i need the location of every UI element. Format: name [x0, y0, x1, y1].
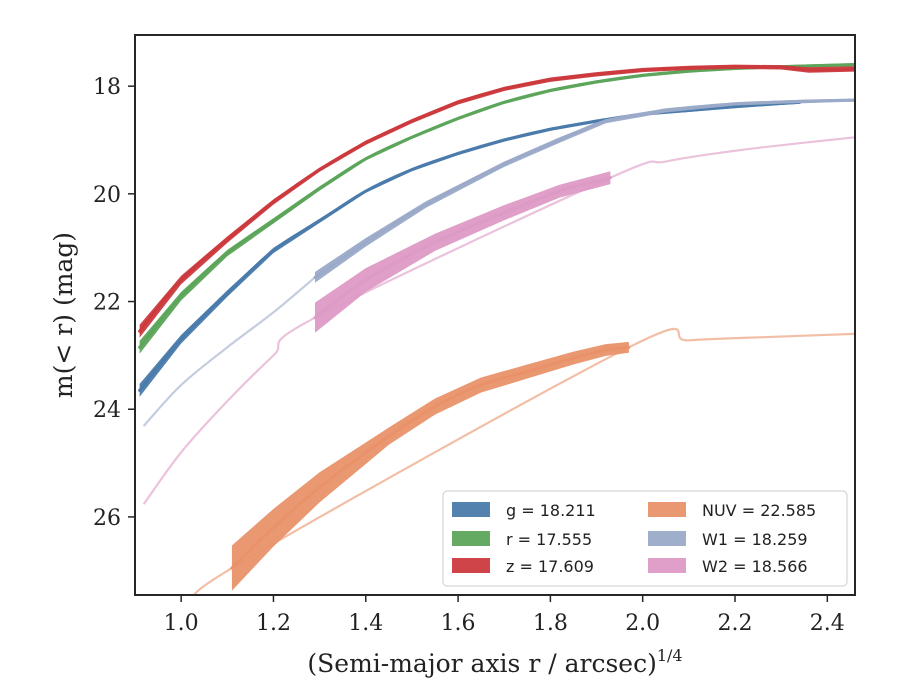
- x-tick-label: 1.4: [348, 611, 383, 636]
- x-tick-label: 1.2: [256, 611, 291, 636]
- series-z-line: [138, 65, 855, 333]
- legend-swatch: [648, 531, 686, 546]
- plot-frame: [134, 34, 856, 596]
- y-tick-label: 22: [93, 291, 121, 316]
- series-g-line: [138, 100, 802, 392]
- x-tick-label: 1.6: [441, 611, 476, 636]
- x-tick-label: 1.8: [533, 611, 568, 636]
- x-axis-label-text: (Semi-major axis r / arcsec): [307, 649, 656, 678]
- legend-swatch: [452, 502, 490, 517]
- series-layer: [138, 63, 855, 595]
- y-tick-label: 20: [93, 183, 121, 208]
- y-axis-label: m(< r) (mag): [49, 232, 78, 398]
- legend-item-r: r = 17.555: [452, 530, 592, 549]
- legend-label: NUV = 22.585: [702, 501, 816, 520]
- series-g-band: [139, 100, 800, 397]
- y-tick-label: 26: [93, 506, 121, 531]
- y-axis-ticks: 18 20 22 24 26: [93, 75, 135, 531]
- series-nuv-extension-line: [193, 327, 855, 595]
- legend-item-g: g = 18.211: [452, 501, 596, 520]
- x-tick-label: 2.2: [718, 611, 753, 636]
- y-tick-label: 18: [93, 75, 121, 100]
- series-nuv: [193, 327, 855, 595]
- series-w2-line: [313, 176, 612, 320]
- series-w2-extension-line: [143, 136, 855, 505]
- x-tick-label: 2.4: [810, 611, 845, 636]
- legend-label: W1 = 18.259: [702, 530, 808, 549]
- x-axis-label-exponent: 1/4: [657, 646, 683, 665]
- legend-label: W2 = 18.566: [702, 557, 808, 576]
- legend-label: r = 17.555: [506, 530, 592, 549]
- legend-label: z = 17.609: [506, 557, 594, 576]
- legend-item-w2: W2 = 18.566: [648, 557, 808, 576]
- series-w2-band: [315, 171, 611, 333]
- series-w1-extension-line: [143, 276, 317, 427]
- x-axis-ticks: 1.0 1.2 1.4 1.6 1.8 2.0 2.2 2.4: [164, 595, 845, 636]
- x-tick-label: 1.0: [164, 611, 199, 636]
- legend-swatch: [452, 558, 490, 573]
- legend-box: [442, 490, 848, 587]
- legend-label: g = 18.211: [506, 501, 596, 520]
- series-w1: [143, 98, 855, 427]
- series-g: [138, 100, 829, 397]
- series-nuv-line: [230, 345, 631, 570]
- legend-item-nuv: NUV = 22.585: [648, 501, 816, 520]
- legend: g = 18.211 r = 17.555 z = 17.609 NUV = 22.5…: [442, 490, 848, 587]
- legend-swatch: [648, 558, 686, 573]
- legend-items: g = 18.211 r = 17.555 z = 17.609 NUV = 22.5…: [452, 501, 816, 576]
- series-w1-line: [313, 98, 855, 279]
- y-tick-label: 24: [93, 398, 121, 423]
- x-tick-label: 2.0: [625, 611, 660, 636]
- legend-item-w1: W1 = 18.259: [648, 530, 808, 549]
- x-axis-label: (Semi-major axis r / arcsec)1/4: [307, 646, 682, 678]
- legend-swatch: [648, 502, 686, 517]
- series-w2: [143, 136, 855, 505]
- legend-item-z: z = 17.609: [452, 557, 594, 576]
- series-z: [138, 64, 855, 338]
- legend-swatch: [452, 531, 490, 546]
